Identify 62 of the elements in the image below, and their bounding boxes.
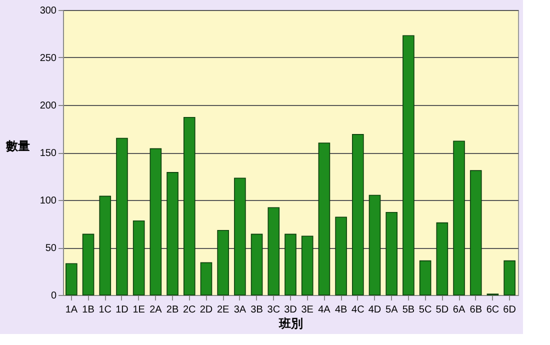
bar: [268, 207, 280, 296]
x-tick-label: 5A: [385, 304, 398, 316]
x-tick-label: 1E: [132, 304, 146, 316]
x-tick-label: 5B: [402, 304, 415, 316]
bar: [504, 260, 516, 296]
y-tick-label: 0: [50, 290, 57, 302]
x-tick-label: 3B: [250, 304, 264, 316]
bar: [386, 212, 398, 296]
y-tick-label: 250: [40, 53, 57, 64]
bar: [318, 142, 330, 296]
y-axis-title: 數量: [4, 139, 30, 153]
x-tick-label: 2D: [200, 304, 213, 316]
bar: [132, 220, 145, 296]
bar: [82, 234, 94, 296]
x-tick-label: 1C: [98, 304, 112, 316]
x-tick-label: 2A: [150, 304, 162, 316]
bar: [116, 138, 128, 296]
x-tick-label: 1A: [65, 304, 78, 316]
x-axis-title: 班別: [278, 316, 303, 330]
x-tick-label: 3E: [301, 304, 314, 316]
bar: [250, 234, 263, 296]
x-tick-label: 4B: [334, 304, 348, 316]
x-tick-label: 2B: [166, 304, 179, 316]
bar: [200, 262, 212, 296]
y-tick-label: 50: [45, 243, 57, 254]
x-tick-label: 1B: [82, 304, 95, 316]
bar: [217, 230, 229, 296]
x-tick-label: 3C: [267, 304, 280, 316]
x-tick-label: 6A: [452, 304, 466, 316]
bar: [419, 260, 432, 296]
bar: [436, 222, 448, 296]
bar: [368, 194, 381, 296]
x-tick-label: 6C: [486, 304, 500, 316]
x-tick-label: 6B: [470, 304, 482, 316]
x-tick-label: 5D: [436, 304, 449, 316]
x-tick-label: 4C: [352, 304, 364, 316]
bar: [284, 234, 296, 296]
bar: [150, 148, 162, 296]
bar: [470, 170, 482, 296]
bar: [99, 196, 112, 296]
y-tick-label: 200: [40, 100, 57, 112]
x-tick-label: 3D: [284, 304, 297, 316]
x-tick-label: 2C: [182, 304, 196, 316]
x-tick-label: 4A: [318, 304, 331, 316]
bar: [183, 116, 196, 296]
bar: [234, 178, 246, 296]
x-tick-label: 4D: [368, 304, 382, 316]
x-tick-label: 3A: [234, 304, 246, 316]
bar: [402, 35, 414, 296]
x-tick-label: 2E: [216, 304, 230, 316]
bar: [453, 140, 465, 296]
bar: [335, 216, 347, 296]
bar: [301, 236, 314, 296]
y-tick-label: 150: [40, 148, 57, 159]
x-tick-label: 5C: [418, 304, 432, 316]
y-tick-label: 100: [40, 196, 57, 206]
bar: [352, 134, 364, 296]
bar: [66, 263, 78, 296]
x-tick-label: 6D: [503, 304, 516, 316]
y-tick-label: 300: [40, 6, 57, 16]
bar: [166, 172, 178, 296]
x-tick-label: 1D: [116, 304, 128, 316]
